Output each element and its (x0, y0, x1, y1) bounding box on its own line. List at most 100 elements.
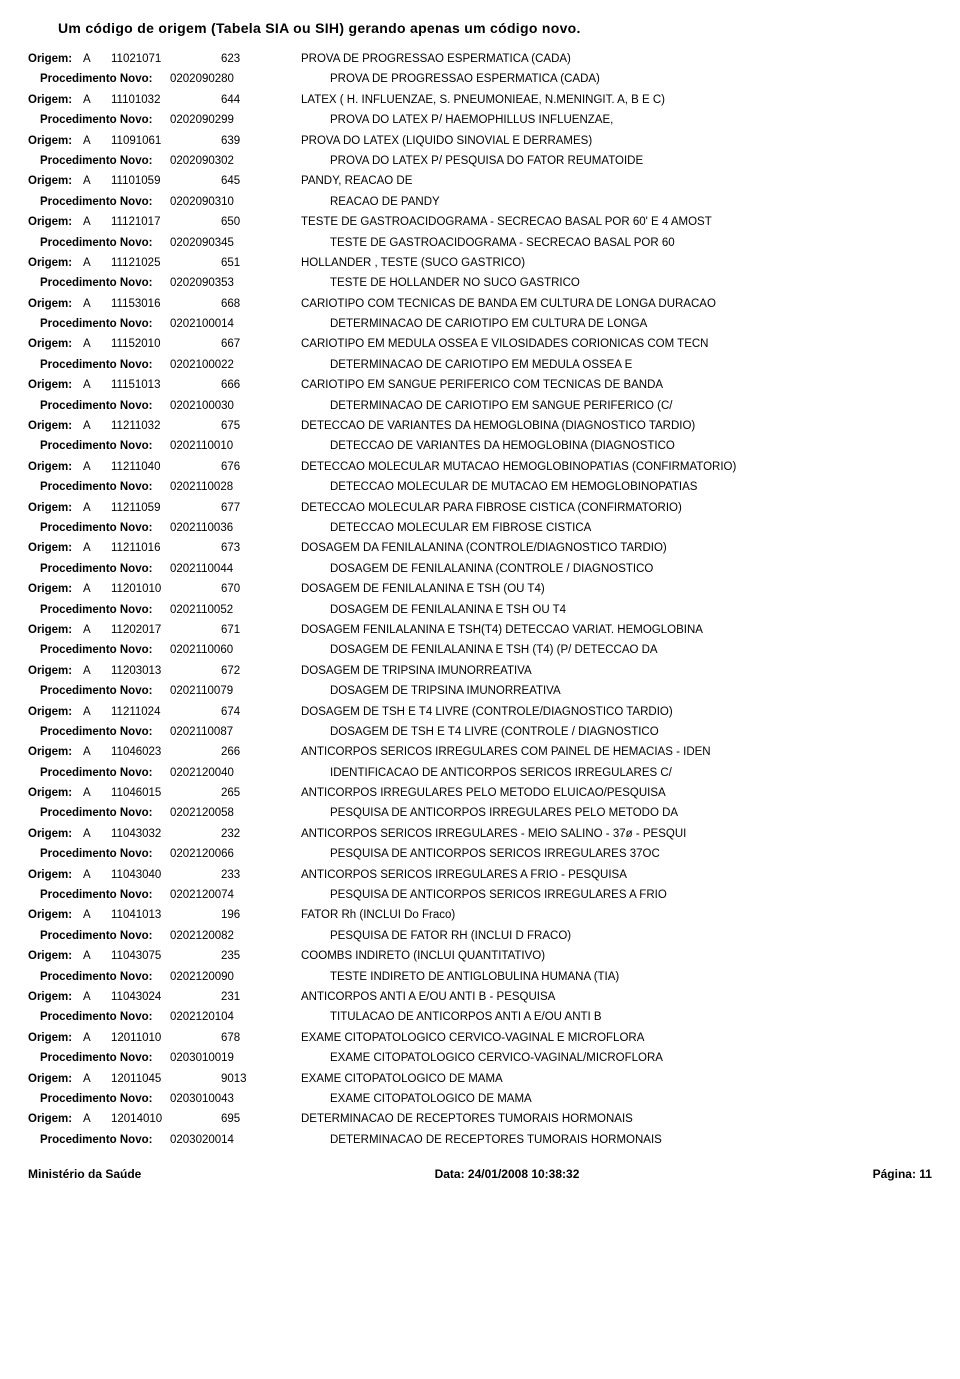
proc-code: 0202100014 (170, 315, 300, 333)
proc-code: 0202120058 (170, 804, 300, 822)
origem-desc: ANTICORPOS SERICOS IRREGULARES A FRIO - … (301, 866, 932, 884)
origem-row: Origem:A11211016673DOSAGEM DA FENILALANI… (28, 539, 932, 557)
origem-label: Origem: (28, 499, 83, 517)
origem-label: Origem: (28, 703, 83, 721)
proc-code: 0202120074 (170, 886, 300, 904)
origem-type: A (83, 825, 111, 843)
proc-code: 0202100030 (170, 397, 300, 415)
proc-code: 0202110028 (170, 478, 300, 496)
proc-code: 0202110052 (170, 601, 300, 619)
proc-label: Procedimento Novo: (40, 193, 170, 211)
origem-code: 11121025 (111, 254, 221, 272)
origem-row: Origem:A11021071623PROVA DE PROGRESSAO E… (28, 50, 932, 68)
origem-code: 11211024 (111, 703, 221, 721)
origem-label: Origem: (28, 1070, 83, 1088)
proc-code: 0202120040 (170, 764, 300, 782)
origem-row: Origem:A12011010678EXAME CITOPATOLOGICO … (28, 1029, 932, 1047)
proc-code: 0202110044 (170, 560, 300, 578)
proc-row: Procedimento Novo:0202110087DOSAGEM DE T… (28, 723, 932, 741)
proc-row: Procedimento Novo:0203020014DETERMINACAO… (28, 1131, 932, 1149)
origem-row: Origem:A11101059645PANDY, REACAO DE (28, 172, 932, 190)
origem-seq: 650 (221, 213, 301, 231)
proc-label: Procedimento Novo: (40, 886, 170, 904)
origem-row: Origem:A11202017671DOSAGEM FENILALANINA … (28, 621, 932, 639)
proc-code: 0202110079 (170, 682, 300, 700)
origem-row: Origem:A11043075235COOMBS INDIRETO (INCL… (28, 947, 932, 965)
footer-center: Data: 24/01/2008 10:38:32 (435, 1167, 580, 1181)
origem-row: Origem:A11121025651HOLLANDER , TESTE (SU… (28, 254, 932, 272)
origem-type: A (83, 91, 111, 109)
origem-type: A (83, 1029, 111, 1047)
page-title: Um código de origem (Tabela SIA ou SIH) … (58, 20, 932, 36)
proc-label: Procedimento Novo: (40, 641, 170, 659)
proc-desc: DETERMINACAO DE RECEPTORES TUMORAIS HORM… (300, 1131, 932, 1149)
origem-desc: TESTE DE GASTROACIDOGRAMA - SECRECAO BAS… (301, 213, 932, 231)
origem-code: 11201010 (111, 580, 221, 598)
proc-desc: DOSAGEM DE TRIPSINA IMUNORREATIVA (300, 682, 932, 700)
origem-code: 11043024 (111, 988, 221, 1006)
origem-row: Origem:A11121017650TESTE DE GASTROACIDOG… (28, 213, 932, 231)
origem-type: A (83, 743, 111, 761)
proc-desc: TESTE INDIRETO DE ANTIGLOBULINA HUMANA (… (300, 968, 932, 986)
origem-type: A (83, 499, 111, 517)
footer: Ministério da Saúde Data: 24/01/2008 10:… (28, 1167, 932, 1181)
origem-desc: DETECCAO MOLECULAR MUTACAO HEMOGLOBINOPA… (301, 458, 932, 476)
origem-desc: DOSAGEM DE FENILALANINA E TSH (OU T4) (301, 580, 932, 598)
origem-label: Origem: (28, 906, 83, 924)
origem-seq: 644 (221, 91, 301, 109)
origem-type: A (83, 539, 111, 557)
origem-type: A (83, 1110, 111, 1128)
proc-desc: PESQUISA DE ANTICORPOS SERICOS IRREGULAR… (300, 886, 932, 904)
origem-row: Origem:A11211059677DETECCAO MOLECULAR PA… (28, 499, 932, 517)
proc-label: Procedimento Novo: (40, 723, 170, 741)
origem-desc: EXAME CITOPATOLOGICO DE MAMA (301, 1070, 932, 1088)
proc-row: Procedimento Novo:0202110060DOSAGEM DE F… (28, 641, 932, 659)
origem-row: Origem:A11091061639PROVA DO LATEX (LIQUI… (28, 132, 932, 150)
proc-row: Procedimento Novo:0203010043EXAME CITOPA… (28, 1090, 932, 1108)
origem-type: A (83, 295, 111, 313)
proc-row: Procedimento Novo:0202120040IDENTIFICACA… (28, 764, 932, 782)
origem-code: 11211016 (111, 539, 221, 557)
proc-label: Procedimento Novo: (40, 1008, 170, 1026)
proc-desc: EXAME CITOPATOLOGICO CERVICO-VAGINAL/MIC… (300, 1049, 932, 1067)
proc-row: Procedimento Novo:0202120058PESQUISA DE … (28, 804, 932, 822)
rows-container: Origem:A11021071623PROVA DE PROGRESSAO E… (28, 50, 932, 1149)
origem-seq: 639 (221, 132, 301, 150)
origem-seq: 666 (221, 376, 301, 394)
origem-code: 12014010 (111, 1110, 221, 1128)
origem-label: Origem: (28, 91, 83, 109)
proc-row: Procedimento Novo:0202120066PESQUISA DE … (28, 845, 932, 863)
proc-desc: TITULACAO DE ANTICORPOS ANTI A E/OU ANTI… (300, 1008, 932, 1026)
proc-desc: PROVA DE PROGRESSAO ESPERMATICA (CADA) (300, 70, 932, 88)
origem-code: 11202017 (111, 621, 221, 639)
proc-code: 0202090280 (170, 70, 300, 88)
origem-seq: 676 (221, 458, 301, 476)
origem-desc: DETECCAO MOLECULAR PARA FIBROSE CISTICA … (301, 499, 932, 517)
proc-desc: REACAO DE PANDY (300, 193, 932, 211)
origem-code: 11153016 (111, 295, 221, 313)
proc-label: Procedimento Novo: (40, 682, 170, 700)
proc-code: 0202120090 (170, 968, 300, 986)
proc-code: 0202120066 (170, 845, 300, 863)
footer-right: Página: 11 (873, 1167, 932, 1181)
origem-label: Origem: (28, 417, 83, 435)
origem-label: Origem: (28, 988, 83, 1006)
proc-code: 0202090302 (170, 152, 300, 170)
proc-label: Procedimento Novo: (40, 234, 170, 252)
proc-label: Procedimento Novo: (40, 845, 170, 863)
proc-desc: PESQUISA DE ANTICORPOS SERICOS IRREGULAR… (300, 845, 932, 863)
origem-row: Origem:A12014010695DETERMINACAO DE RECEP… (28, 1110, 932, 1128)
origem-row: Origem:A11211024674DOSAGEM DE TSH E T4 L… (28, 703, 932, 721)
origem-desc: LATEX ( H. INFLUENZAE, S. PNEUMONIEAE, N… (301, 91, 932, 109)
proc-code: 0202090299 (170, 111, 300, 129)
origem-code: 11046015 (111, 784, 221, 802)
proc-row: Procedimento Novo:0202110052DOSAGEM DE F… (28, 601, 932, 619)
origem-code: 11121017 (111, 213, 221, 231)
origem-seq: 672 (221, 662, 301, 680)
origem-code: 12011010 (111, 1029, 221, 1047)
origem-row: Origem:A11046023266ANTICORPOS SERICOS IR… (28, 743, 932, 761)
origem-seq: 675 (221, 417, 301, 435)
origem-label: Origem: (28, 1110, 83, 1128)
proc-code: 0203020014 (170, 1131, 300, 1149)
proc-label: Procedimento Novo: (40, 397, 170, 415)
